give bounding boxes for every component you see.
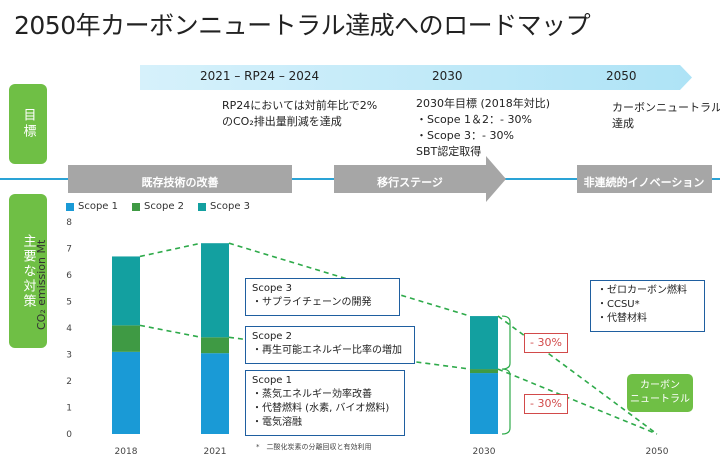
stage-transition: 移行ステージ — [377, 176, 443, 189]
goal-2021-line: のCO₂排出量削減を達成 — [222, 115, 342, 128]
badge-line: ニュートラル — [630, 394, 690, 405]
x-tick-label: 2050 — [646, 447, 669, 457]
y-tick-label: 5 — [66, 298, 72, 308]
box-line: ・代替燃料 (水素, バイオ燃料) — [252, 403, 390, 414]
legend-label: Scope 3 — [210, 201, 251, 212]
innovation-measure-box: ・ゼロカーボン燃料 ・CCSU* ・代替材料 — [590, 280, 705, 332]
goal-2030-line: ・Scope 3：- 30% — [416, 129, 514, 142]
trend-scope12-line — [139, 324, 202, 339]
y-tick-label: 6 — [66, 271, 72, 281]
legend-swatch — [132, 202, 141, 211]
timeline-label-2021-2024: 2021 – RP24 – 2024 — [200, 69, 320, 83]
box-line: ・ゼロカーボン燃料 — [597, 285, 687, 296]
trend-total-line — [228, 242, 471, 317]
legend-swatch — [198, 202, 207, 211]
box-line: ・電気溶融 — [252, 417, 302, 428]
bar-segment-scope1 — [112, 351, 140, 434]
timeline-label-2030: 2030 — [432, 69, 463, 83]
x-tick-label: 2021 — [204, 447, 227, 457]
bar-segment-scope2 — [112, 325, 140, 352]
legend-item-scope1: Scope 1 — [66, 201, 118, 212]
bar-segment-scope2 — [201, 337, 229, 354]
bar-segment-scope1 — [470, 373, 498, 434]
stage-shape-transition — [334, 156, 506, 202]
goal-2030-line: ・Scope 1＆2：- 30% — [416, 113, 532, 126]
badge-line: カーボン — [640, 380, 680, 391]
trend-scope12-line — [497, 368, 658, 435]
box-line: Scope 1 — [252, 375, 293, 386]
stage-shape-existing — [68, 165, 292, 193]
scope3-reduction-badge: - 30% — [524, 333, 568, 353]
goal-2050-text: カーボンニュートラル 達成 — [612, 100, 720, 132]
scope3-measure-box: Scope 3 ・サプライチェーンの開発 — [245, 278, 400, 316]
y-tick-label: 0 — [66, 430, 72, 440]
measures-side-tab: 主要な対策 — [9, 194, 47, 348]
goal-2030-line: 2030年目標 (2018年対比) — [416, 97, 551, 110]
y-tick-label: 7 — [66, 245, 72, 255]
bar-segment-scope2 — [470, 369, 498, 374]
legend-item-scope2: Scope 2 — [132, 201, 184, 212]
box-line: ・代替材料 — [597, 313, 647, 324]
page-title: 2050年カーボンニュートラル達成へのロードマップ — [14, 11, 591, 40]
emission-chart: 0 1 2 3 4 5 6 7 8 2018 2021 2030 2050 — [66, 218, 669, 457]
scope3-brace — [501, 315, 511, 370]
stage-existing-tech: 既存技術の改善 — [141, 176, 219, 189]
y-tick-label: 8 — [66, 218, 72, 228]
scope1-measure-box: Scope 1 ・蒸気エネルギー効率改善 ・代替燃料 (水素, バイオ燃料) ・… — [245, 370, 405, 436]
y-tick-label: 4 — [66, 324, 72, 334]
bar-segment-scope3 — [112, 256, 140, 326]
timeline-label-2050: 2050 — [606, 69, 637, 83]
trend-total-line — [497, 315, 658, 435]
goal-2030-line: SBT認定取得 — [416, 145, 482, 158]
goal-2030-text: 2030年目標 (2018年対比) ・Scope 1＆2：- 30% ・Scop… — [416, 96, 550, 160]
box-line: Scope 2 — [252, 331, 293, 342]
y-axis-label: CO₂ emission Mt — [35, 239, 48, 330]
goal-2050-line: カーボンニュートラル — [612, 101, 720, 114]
chart-legend: Scope 1 Scope 2 Scope 3 — [66, 201, 250, 212]
x-tick-label: 2018 — [115, 447, 138, 457]
bar-segment-scope3 — [201, 243, 229, 338]
scope2-measure-box: Scope 2 ・再生可能エネルギー比率の増加 — [245, 326, 415, 364]
timeline-arrow — [140, 65, 692, 90]
box-line: ・サプライチェーンの開発 — [252, 297, 372, 308]
legend-item-scope3: Scope 3 — [198, 201, 250, 212]
y-tick-label: 2 — [66, 377, 72, 387]
goal-side-tab: 目標 — [9, 84, 47, 164]
goal-2021-line: RP24においては対前年比で2% — [222, 99, 378, 112]
legend-swatch — [66, 202, 74, 211]
bar-segment-scope3 — [470, 316, 498, 370]
legend-label: Scope 1 — [78, 201, 119, 212]
carbon-neutral-badge: カーボン ニュートラル — [627, 374, 693, 412]
trend-total-line — [139, 242, 202, 258]
y-tick-label: 1 — [66, 404, 72, 414]
box-line: ・CCSU* — [597, 299, 640, 310]
x-tick-label: 2030 — [473, 447, 496, 457]
footnote: * 二酸化炭素の分離回収と有効利用 — [256, 443, 372, 451]
bar-segment-scope1 — [201, 353, 229, 434]
box-line: ・再生可能エネルギー比率の増加 — [252, 345, 402, 356]
stage-innovation: 非連続的イノベーション — [583, 176, 705, 189]
scope12-reduction-badge: - 30% — [524, 394, 568, 414]
box-line: ・蒸気エネルギー効率改善 — [252, 389, 372, 400]
scope12-brace — [501, 368, 511, 435]
y-tick-label: 3 — [66, 351, 72, 361]
stage-shape-innovation — [577, 165, 712, 193]
box-line: Scope 3 — [252, 283, 293, 294]
goal-2050-line: 達成 — [612, 117, 634, 130]
goal-2021-text: RP24においては対前年比で2% のCO₂排出量削減を達成 — [222, 98, 377, 130]
legend-label: Scope 2 — [144, 201, 185, 212]
stage-arrows — [68, 156, 712, 202]
